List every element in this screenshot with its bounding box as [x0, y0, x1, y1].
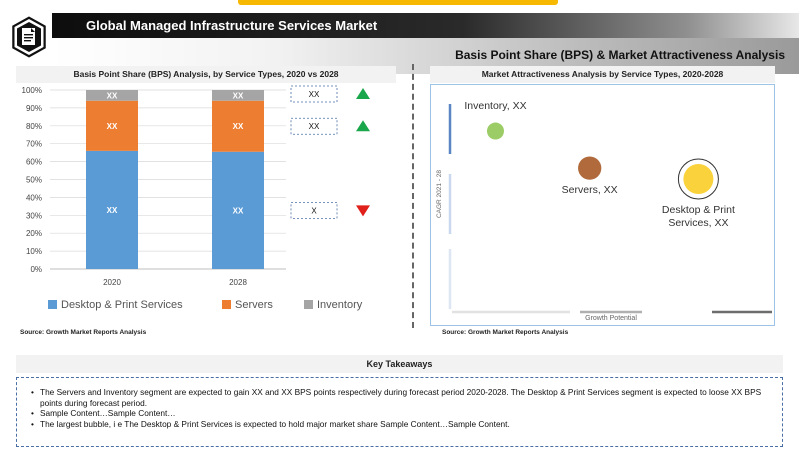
key-takeaway-item: Sample Content…Sample Content…: [31, 408, 774, 419]
bubble: [486, 122, 504, 140]
x-axis-label: Growth Potential: [585, 315, 637, 322]
bubble: [578, 156, 602, 180]
bar-data-label: XX: [233, 122, 244, 131]
top-accent-bar: [238, 0, 558, 5]
key-takeaway-item: The Servers and Inventory segment are ex…: [31, 387, 774, 408]
down-arrow-icon: [356, 205, 370, 217]
bar-segment: [212, 151, 264, 269]
bar-data-label: XX: [107, 91, 118, 100]
bar-data-label: XX: [233, 206, 244, 215]
y-tick-label: 30%: [26, 211, 42, 220]
up-arrow-icon: [356, 120, 370, 132]
bps-change-box: [290, 117, 338, 135]
bps-chart-title: Basis Point Share (BPS) Analysis, by Ser…: [16, 66, 396, 83]
y-tick-label: 60%: [26, 158, 42, 167]
attractiveness-bubble-chart: Growth Potential CAGR 2021 - 28 Inventory,…: [430, 84, 775, 326]
y-tick-label: 100%: [22, 86, 42, 95]
key-takeaways-box: The Servers and Inventory segment are ex…: [16, 377, 783, 447]
bar-data-label: XX: [107, 122, 118, 131]
y-tick-label: 20%: [26, 229, 42, 238]
header: Global Managed Infrastructure Services M…: [0, 13, 799, 74]
bar-segment: [212, 90, 264, 101]
x-tick-label: 2028: [229, 278, 247, 287]
key-takeaways-title: Key Takeaways: [16, 355, 783, 373]
up-arrow-icon: [356, 88, 370, 99]
bubble-label: Inventory, XX: [464, 100, 526, 112]
legend-swatch: [304, 300, 313, 309]
left-source-note: Source: Growth Market Reports Analysis: [20, 329, 147, 336]
y-tick-label: 40%: [26, 193, 42, 202]
key-takeaways-list: The Servers and Inventory segment are ex…: [31, 387, 774, 429]
legend-label: Inventory: [317, 299, 363, 311]
bps-change-label: XX: [309, 122, 320, 131]
bubble-chart-frame: [430, 84, 775, 326]
bps-change-box: [290, 85, 338, 103]
legend-swatch: [222, 300, 231, 309]
y-tick-label: 10%: [26, 247, 42, 256]
x-tick-label: 2020: [103, 278, 121, 287]
bps-change-label: XX: [309, 90, 320, 99]
y-tick-label: 70%: [26, 140, 42, 149]
panel-divider: [412, 64, 414, 328]
y-tick-label: 80%: [26, 122, 42, 131]
legend-label: Servers: [235, 299, 273, 311]
bar-segment: [86, 100, 138, 151]
legend-swatch: [48, 300, 57, 309]
bar-segment: [86, 150, 138, 269]
bar-data-label: XX: [233, 91, 244, 100]
bubble-label: Servers, XX: [562, 184, 618, 196]
title-band: Global Managed Infrastructure Services M…: [52, 13, 799, 38]
bps-stacked-bar-chart: 0% 10% 20% 30% 40% 50% 60% 70% 80% 90% 100% XX XX XX 2…: [22, 85, 370, 311]
report-document-icon: [9, 13, 49, 61]
page-subtitle: Basis Point Share (BPS) & Market Attract…: [455, 48, 785, 62]
bubble-label: Services, XX: [668, 217, 728, 229]
page-title: Global Managed Infrastructure Services M…: [86, 18, 378, 33]
legend-label: Desktop & Print Services: [61, 299, 183, 311]
key-takeaway-item: The largest bubble, i e The Desktop & Pr…: [31, 419, 774, 430]
y-tick-label: 0%: [30, 265, 42, 274]
bar-segment: [86, 90, 138, 101]
bubble-label: Desktop & Print: [662, 204, 735, 216]
bubble: [683, 164, 714, 195]
y-tick-label: 50%: [26, 176, 42, 185]
bps-change-label: X: [311, 206, 317, 215]
bps-change-box: [290, 201, 338, 219]
bar-segment: [212, 100, 264, 152]
attractiveness-chart-title: Market Attractiveness Analysis by Servic…: [430, 66, 775, 83]
y-axis-label: CAGR 2021 - 28: [436, 170, 443, 218]
y-tick-label: 90%: [26, 104, 42, 113]
bar-data-label: XX: [107, 206, 118, 215]
right-source-note: Source: Growth Market Reports Analysis: [442, 329, 569, 336]
